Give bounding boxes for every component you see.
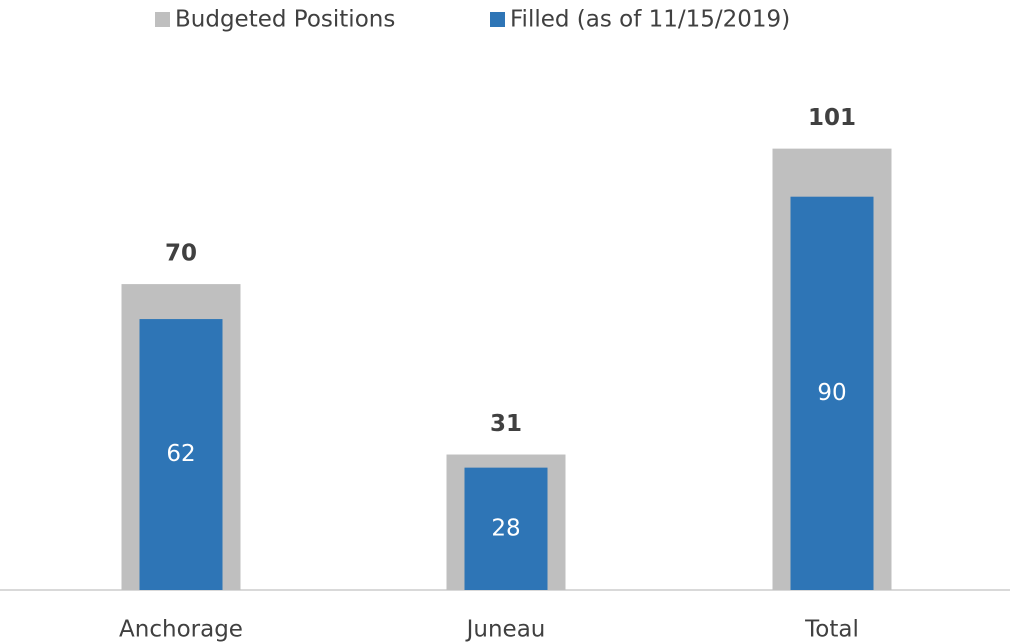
x-tick-label: Juneau <box>465 617 546 643</box>
x-tick-label: Total <box>804 617 859 643</box>
legend-label: Budgeted Positions <box>175 7 395 33</box>
value-label: 62 <box>166 441 195 467</box>
bar <box>464 467 548 590</box>
value-label: 101 <box>808 105 856 131</box>
bar <box>790 196 874 590</box>
legend-swatch <box>155 12 170 27</box>
x-tick-label: Anchorage <box>119 617 243 643</box>
bar <box>139 319 223 590</box>
value-label: 70 <box>165 241 197 267</box>
value-label: 31 <box>490 411 522 437</box>
value-label: 90 <box>817 380 846 406</box>
legend-swatch <box>490 12 505 27</box>
legend-label: Filled (as of 11/15/2019) <box>510 7 790 33</box>
value-label: 28 <box>491 515 520 541</box>
